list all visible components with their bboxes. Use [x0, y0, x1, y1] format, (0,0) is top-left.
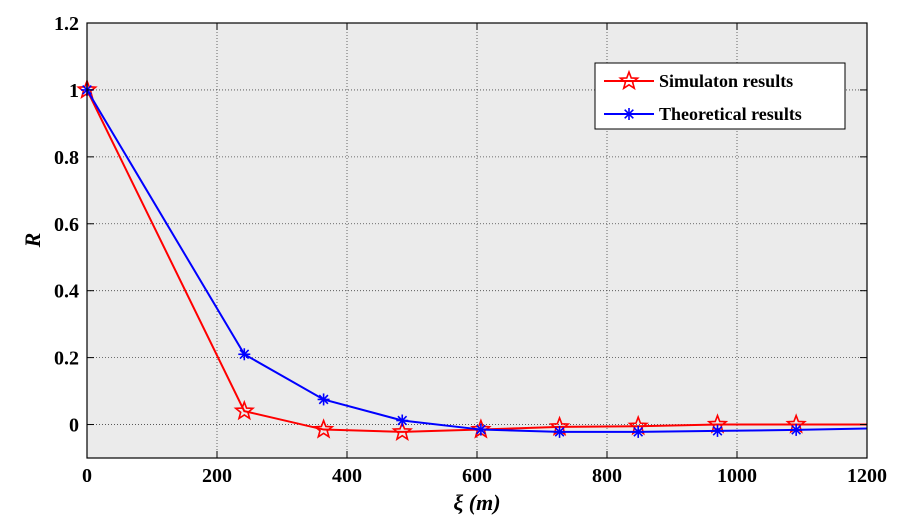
- data-point: [238, 348, 251, 361]
- legend-label-simulation: Simulaton results: [659, 71, 793, 91]
- data-point: [391, 420, 413, 442]
- x-axis-label: ξ (m): [453, 490, 500, 515]
- y-tick-label: 0.8: [54, 147, 79, 169]
- x-tick-label: 1000: [717, 465, 757, 487]
- legend-marker-simulation: [618, 69, 640, 91]
- marker-stroke: [791, 425, 802, 435]
- y-tick-label: 0.2: [54, 348, 79, 370]
- x-tick-label: 200: [202, 465, 232, 487]
- y-tick-label: 0.6: [54, 214, 79, 236]
- data-point: [317, 393, 330, 406]
- y-axis-label: R: [20, 233, 45, 249]
- y-tick-label: 1.2: [54, 13, 79, 35]
- series-line: [86, 89, 867, 433]
- marker-stroke: [554, 427, 565, 437]
- data-point: [711, 424, 724, 437]
- x-tick-label: 600: [462, 465, 492, 487]
- x-tick-label: 0: [82, 465, 92, 487]
- marker-stroke: [476, 424, 486, 435]
- marker-stroke: [397, 415, 408, 426]
- data-point: [790, 423, 803, 436]
- marker-stroke: [624, 109, 634, 119]
- data-point: [312, 418, 335, 439]
- y-tick-label: 1: [69, 80, 79, 102]
- legend: Simulaton results Theoretical results: [594, 62, 846, 130]
- x-tick-labels: 0 200 400 600 800 1000 1200: [82, 465, 887, 487]
- y-tick-label: 0: [69, 415, 79, 437]
- marker-stroke: [633, 427, 644, 437]
- marker-stroke: [318, 394, 329, 405]
- y-tick-label: 0.4: [54, 281, 79, 303]
- data-point: [553, 425, 566, 438]
- x-tick-label: 1200: [847, 465, 887, 487]
- data-point: [623, 108, 635, 120]
- marker-stroke: [712, 426, 723, 436]
- legend-label-theoretical: Theoretical results: [659, 104, 802, 124]
- marker-stroke: [239, 349, 250, 360]
- data-point: [474, 423, 487, 436]
- data-point: [632, 425, 645, 438]
- legend-marker-theoretical: [623, 108, 635, 120]
- x-tick-label: 800: [592, 465, 622, 487]
- data-point: [618, 69, 640, 91]
- legend-box: [594, 62, 846, 130]
- x-tick-label: 400: [332, 465, 362, 487]
- y-tick-labels: 0 0.2 0.4 0.6 0.8 1 1.2: [54, 13, 79, 437]
- ticks: [86, 22, 868, 458]
- data-point: [233, 399, 256, 421]
- data-point: [396, 414, 409, 427]
- series-line: [86, 89, 868, 433]
